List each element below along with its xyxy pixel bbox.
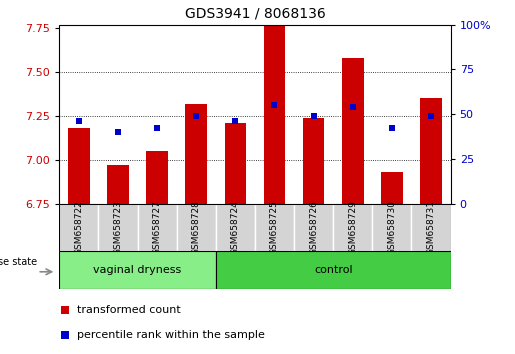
Text: control: control [314, 265, 352, 275]
Bar [303, 118, 324, 204]
Bar [372, 204, 411, 251]
Text: GSM658730: GSM658730 [387, 200, 397, 255]
Bar [216, 251, 451, 289]
Text: transformed count: transformed count [77, 305, 181, 315]
Text: GSM658722: GSM658722 [74, 200, 83, 255]
Title: GDS3941 / 8068136: GDS3941 / 8068136 [184, 7, 325, 21]
Text: percentile rank within the sample: percentile rank within the sample [77, 330, 265, 339]
Bar [98, 204, 138, 251]
Text: GSM658729: GSM658729 [348, 200, 357, 255]
Bar [381, 172, 403, 204]
Bar [255, 204, 294, 251]
Bar [333, 204, 372, 251]
Bar [420, 98, 442, 204]
Text: GSM658727: GSM658727 [152, 200, 162, 255]
Bar [177, 204, 216, 251]
Bar [59, 251, 216, 289]
Text: GSM658723: GSM658723 [113, 200, 123, 255]
Bar [216, 204, 255, 251]
Text: GSM658724: GSM658724 [231, 200, 240, 255]
Bar [107, 165, 129, 204]
Text: GSM658725: GSM658725 [270, 200, 279, 255]
Bar [138, 204, 177, 251]
Text: GSM658728: GSM658728 [192, 200, 201, 255]
Bar [225, 123, 246, 204]
Bar [411, 204, 451, 251]
Bar [185, 104, 207, 204]
Text: disease state: disease state [0, 257, 37, 267]
Bar [146, 151, 168, 204]
Bar [294, 204, 333, 251]
Text: GSM658726: GSM658726 [309, 200, 318, 255]
Text: GSM658731: GSM658731 [426, 200, 436, 255]
Bar [68, 128, 90, 204]
Bar [59, 204, 98, 251]
Bar [264, 25, 285, 204]
Bar [342, 58, 364, 204]
Text: vaginal dryness: vaginal dryness [93, 265, 182, 275]
